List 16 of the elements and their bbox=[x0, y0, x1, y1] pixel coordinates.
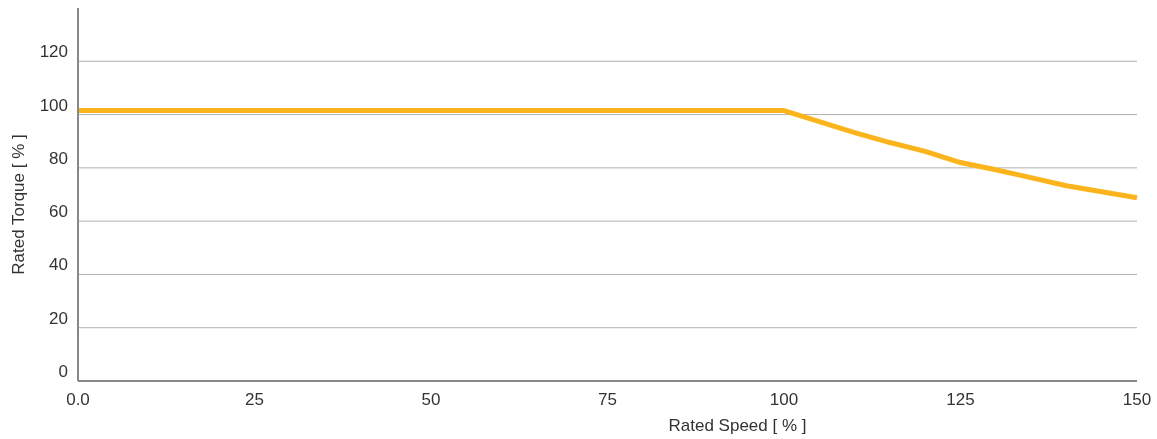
y-tick-label: 60 bbox=[49, 202, 68, 222]
y-axis-title: Rated Torque [ % ] bbox=[9, 134, 28, 275]
y-tick-label: 20 bbox=[49, 308, 68, 328]
x-tick-label: 25 bbox=[245, 390, 264, 409]
x-axis-title: Rated Speed [ % ] bbox=[668, 416, 807, 435]
x-tick-label: 75 bbox=[598, 390, 617, 409]
y-tick-label: 80 bbox=[49, 148, 68, 168]
y-tick-label: 40 bbox=[49, 255, 68, 275]
x-tick-label: 100 bbox=[769, 390, 799, 409]
x-tick-label: 50 bbox=[421, 390, 441, 409]
x-tick-label: 0.0 bbox=[66, 390, 90, 409]
y-tick-label: 120 bbox=[39, 42, 68, 62]
x-tick-label: 150 bbox=[1122, 390, 1152, 409]
y-tick-label: 0 bbox=[58, 362, 68, 381]
x-tick-label: 125 bbox=[946, 390, 975, 409]
y-tick-label: 100 bbox=[39, 95, 68, 115]
